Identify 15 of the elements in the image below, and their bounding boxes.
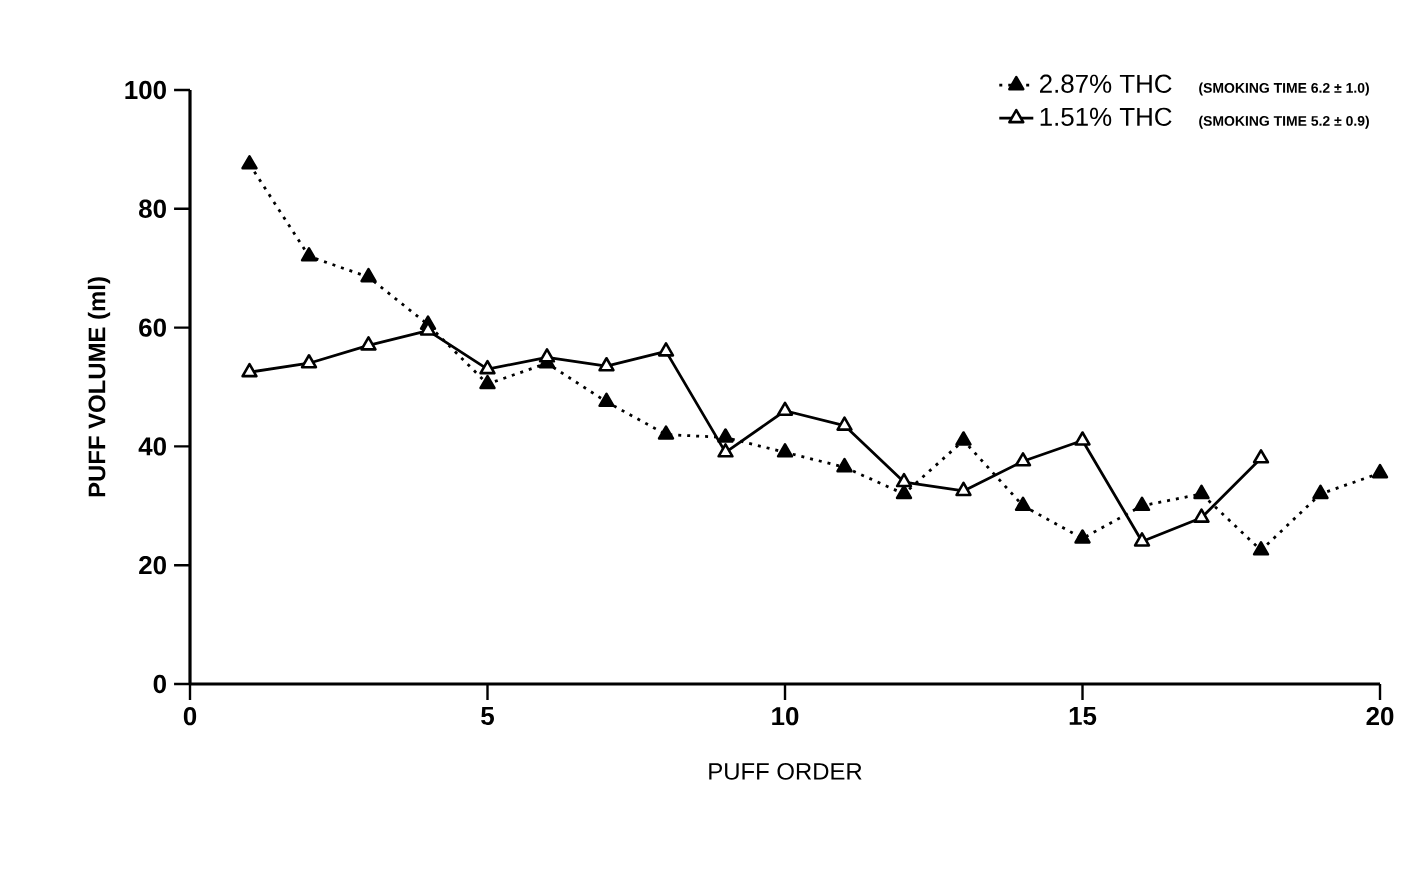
x-tick-label: 15 — [1069, 706, 1097, 726]
y-axis-title: PUFF VOLUME (ml) — [87, 277, 111, 497]
legend-label: 2.87% THC — [1040, 74, 1172, 93]
y-tick-label: 60 — [139, 318, 166, 337]
x-tick-label: 0 — [183, 706, 197, 726]
x-axis-title: PUFF ORDER — [709, 762, 862, 780]
x-tick-label: 5 — [481, 706, 494, 726]
y-tick-label: 0 — [153, 674, 166, 694]
legend-label: 1.51% THC — [1040, 107, 1172, 126]
y-tick-label: 40 — [138, 437, 166, 456]
y-tick-label: 20 — [139, 556, 166, 575]
x-tick-label: 20 — [1366, 706, 1394, 726]
y-tick-label: 80 — [139, 199, 166, 218]
y-tick-label: 100 — [125, 80, 166, 100]
x-tick-label: 10 — [772, 706, 799, 726]
